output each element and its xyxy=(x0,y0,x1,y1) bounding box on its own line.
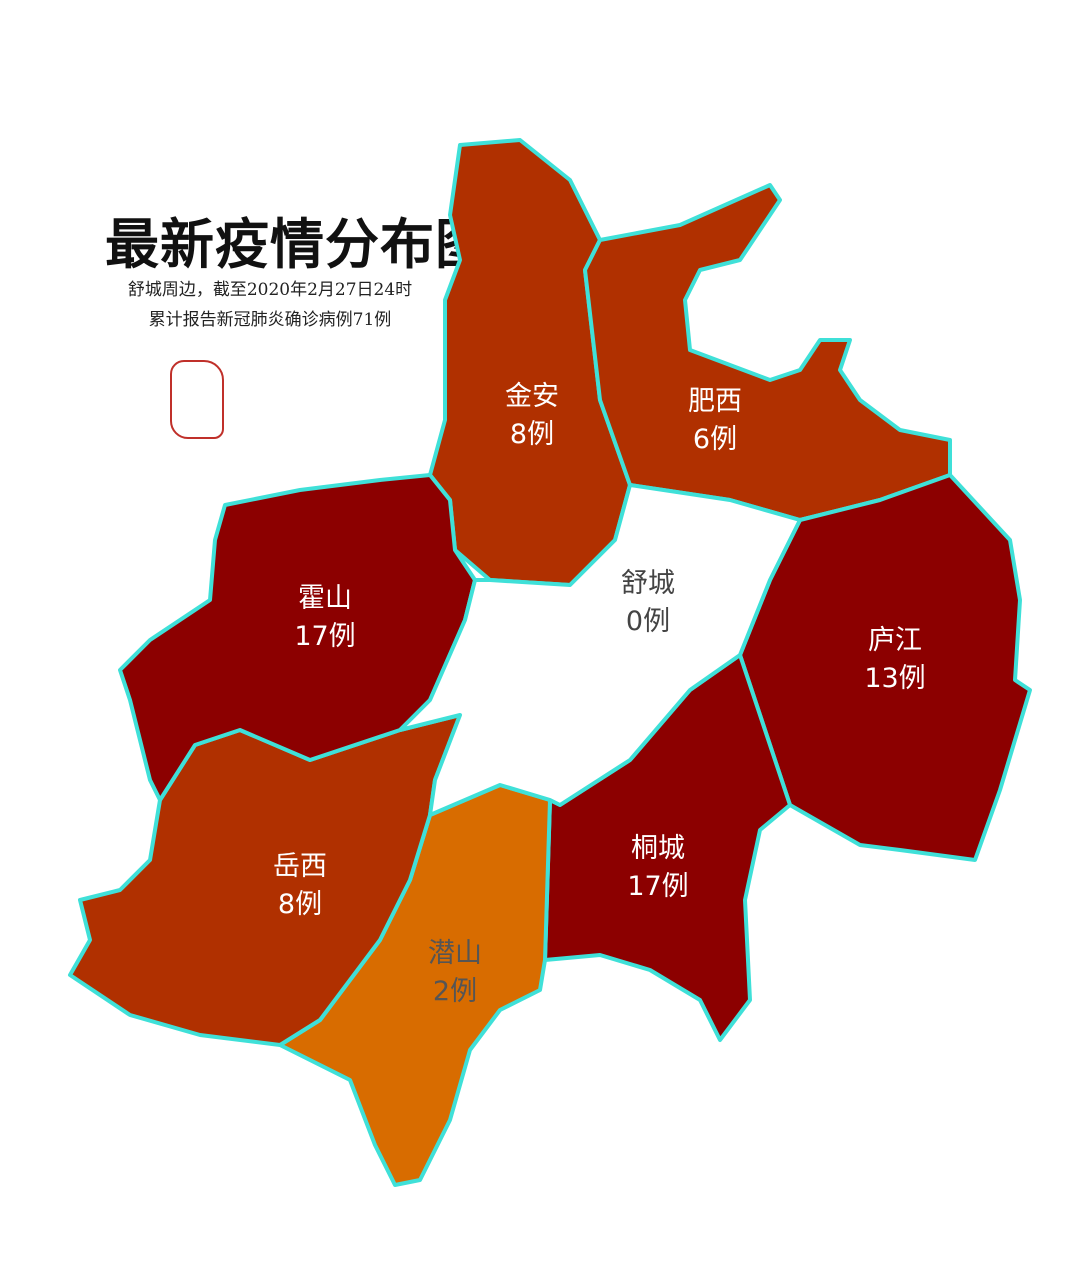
label-yuexi: 岳西 8例 xyxy=(230,848,370,924)
region-count: 0例 xyxy=(625,606,671,637)
region-count: 8例 xyxy=(277,889,323,920)
subtitle-total: 累计报告新冠肺炎确诊病例71例 xyxy=(148,310,392,330)
region-name: 霍山 xyxy=(298,583,352,614)
label-shucheng: 舒城 0例 xyxy=(578,565,718,641)
label-tongcheng: 桐城 17例 xyxy=(588,830,728,906)
subtitle-date: 舒城周边，截至2020年2月27日24时 xyxy=(127,280,413,300)
region-shucheng[interactable] xyxy=(398,483,802,817)
region-count: 17例 xyxy=(294,621,356,652)
region-name: 金安 xyxy=(505,381,559,412)
seal-stamp xyxy=(170,360,224,439)
region-count: 6例 xyxy=(692,424,738,455)
label-jinan: 金安 8例 xyxy=(462,378,602,454)
region-name: 桐城 xyxy=(631,833,685,864)
region-feixi[interactable] xyxy=(583,183,952,522)
label-qianshan: 潜山 2例 xyxy=(385,935,525,1011)
map-title: 最新疫情分布图 xyxy=(105,213,490,276)
region-huoshan[interactable] xyxy=(118,473,477,802)
region-name: 庐江 xyxy=(868,625,922,656)
region-name: 肥西 xyxy=(688,386,742,417)
region-name: 舒城 xyxy=(621,568,675,599)
region-count: 13例 xyxy=(864,663,926,694)
region-count: 17例 xyxy=(627,871,689,902)
region-count: 8例 xyxy=(509,419,555,450)
label-huoshan: 霍山 17例 xyxy=(255,580,395,656)
region-name: 潜山 xyxy=(428,938,482,969)
label-lujiang: 庐江 13例 xyxy=(825,622,965,698)
region-count: 2例 xyxy=(432,976,478,1007)
region-name: 岳西 xyxy=(273,851,327,882)
label-feixi: 肥西 6例 xyxy=(645,383,785,459)
